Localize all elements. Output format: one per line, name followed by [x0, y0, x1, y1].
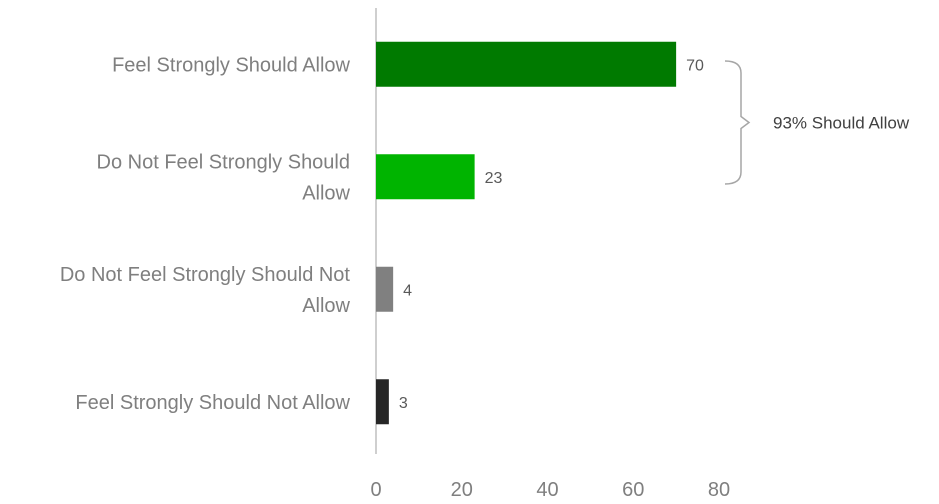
x-tick-label-3: 40: [536, 479, 558, 501]
bar-3: [376, 266, 394, 312]
bar-1: [376, 41, 677, 87]
annotation-label: 93% Should Allow: [773, 114, 910, 133]
x-tick-label-2: 20: [451, 479, 473, 501]
x-tick-label-1: 0: [370, 479, 381, 501]
bar-4: [376, 379, 389, 425]
annotation-bracket: [724, 60, 751, 185]
x-tick-label-5: 80: [708, 479, 730, 501]
data-label-1: 70: [686, 57, 704, 74]
bar-2: [376, 154, 475, 200]
category-label-4: Feel Strongly Should Not Allow: [75, 392, 350, 414]
category-label-2: Do Not Feel Strongly Should Allow: [97, 151, 351, 204]
x-tick-label-4: 60: [622, 479, 644, 501]
data-labels: 70 23 4 3: [399, 57, 704, 412]
data-label-4: 3: [399, 395, 408, 412]
data-label-3: 4: [403, 282, 412, 299]
category-label-3: Do Not Feel Strongly Should Not Allow: [60, 264, 351, 317]
chart-bars: [376, 41, 677, 425]
category-labels: Feel Strongly Should Allow Do Not Feel St…: [60, 54, 351, 414]
x-tick-labels: 0 20 40 60 80: [370, 479, 730, 501]
annotation-group: 93% Should Allow: [724, 60, 910, 185]
data-label-2: 23: [485, 170, 503, 187]
category-label-1: Feel Strongly Should Allow: [112, 54, 350, 76]
